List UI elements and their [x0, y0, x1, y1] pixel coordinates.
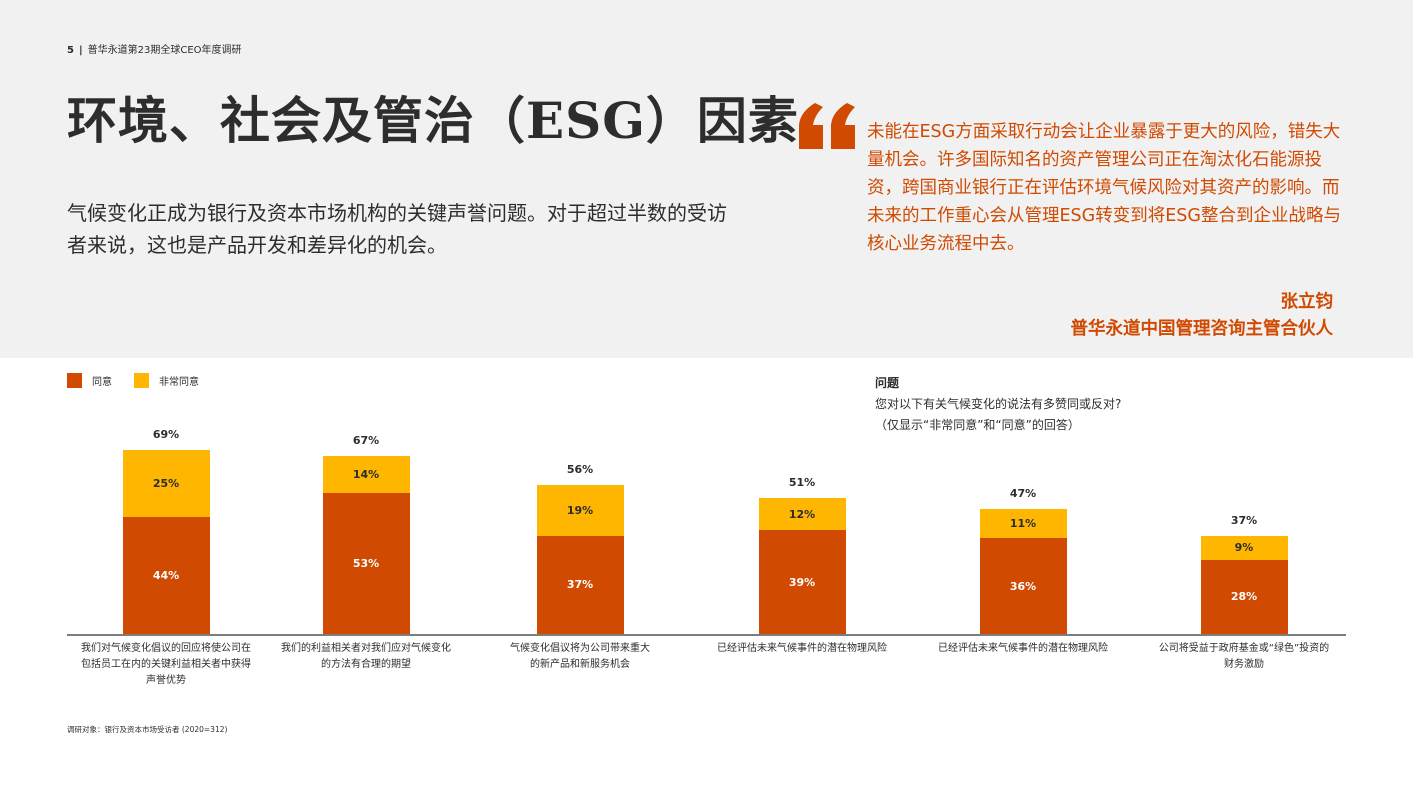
bar-segment-strongly-agree: 19%	[536, 485, 624, 536]
question-note: （仅显示“非常同意”和“同意”的回答）	[875, 418, 1080, 432]
page-number: 5	[67, 45, 74, 56]
category-label: 已经评估未来气候事件的潜在物理风险	[717, 643, 887, 654]
legend-label: 非常同意	[159, 377, 199, 388]
bar-segment-agree: 53%	[322, 493, 410, 634]
quote-author: 张立钧	[1280, 292, 1334, 312]
page-reference: 5 | 普华永道第23期全球CEO年度调研	[67, 41, 242, 56]
bar-segment-agree: 37%	[536, 535, 624, 634]
category-label: 气候变化倡议将为公司带来重大 的新产品和新服务机会	[510, 643, 650, 670]
question-text: 您对以下有关气候变化的说法有多赞同或反对?	[875, 397, 1122, 411]
quote-text: 未能在ESG方面采取行动会让企业暴露于更大的风险，错失大量机会。许多国际知名的资…	[867, 122, 1341, 254]
bar-segment-agree: 36%	[979, 538, 1067, 634]
category-label: 我们的利益相关者对我们应对气候变化 的方法有合理的期望	[281, 643, 451, 670]
question-title: 问题	[875, 376, 900, 390]
chart-baseline	[67, 634, 1346, 636]
chart-legend: 同意 非常同意	[67, 373, 221, 388]
category-label: 公司将受益于政府基金或“绿色”投资的 财务激励	[1158, 643, 1330, 670]
category-label: 我们对气候变化倡议的回应将使公司在 包括员工在内的关键利益相关者中获得 声誉优势	[81, 643, 251, 686]
quote-author-role: 普华永道中国管理咨询主管合伙人	[1070, 319, 1334, 339]
bar-total-label: 67%	[352, 433, 380, 447]
bar-total-label: 69%	[152, 428, 180, 442]
bar-segment-agree: 28%	[1200, 559, 1288, 634]
bar-segment-strongly-agree: 11%	[979, 508, 1067, 539]
bar-segment-strongly-agree: 14%	[322, 455, 410, 493]
bar-segment-strongly-agree: 9%	[1200, 535, 1288, 560]
bar-total-label: 37%	[1230, 513, 1258, 527]
bar-total-label: 56%	[566, 463, 594, 477]
bar-segment-agree: 44%	[122, 516, 210, 634]
footnote: 调研对象：银行及资本市场受访者 (2020=312)	[67, 725, 228, 734]
bar-segment-agree: 39%	[758, 530, 846, 634]
bar-total-label: 51%	[788, 476, 816, 490]
header-panel: 5 | 普华永道第23期全球CEO年度调研 环境、社会及管治（ESG）因素 气候变化…	[0, 0, 1413, 358]
legend-swatch-agree	[67, 373, 82, 388]
survey-question: 问题 您对以下有关气候变化的说法有多赞同或反对? （仅显示“非常同意”和“同意”…	[875, 373, 1121, 436]
bar-segment-strongly-agree: 12%	[758, 498, 846, 531]
page-title: 环境、社会及管治（ESG）因素	[67, 91, 799, 150]
report-title: 普华永道第23期全球CEO年度调研	[87, 45, 242, 56]
legend-item-strongly-agree: 非常同意	[134, 373, 199, 388]
bar-total-label: 47%	[1009, 486, 1037, 500]
legend-label: 同意	[92, 377, 112, 388]
quote-mark-icon	[799, 103, 855, 149]
intro-paragraph: 气候变化正成为银行及资本市场机构的关键声誉问题。对于超过半数的受访者来说，这也是…	[67, 201, 727, 257]
page-separator: |	[78, 45, 83, 56]
bar-segment-strongly-agree: 25%	[122, 450, 210, 517]
legend-swatch-strongly-agree	[134, 373, 149, 388]
legend-item-agree: 同意	[67, 373, 112, 388]
category-label: 已经评估未来气候事件的潜在物理风险	[938, 643, 1108, 654]
